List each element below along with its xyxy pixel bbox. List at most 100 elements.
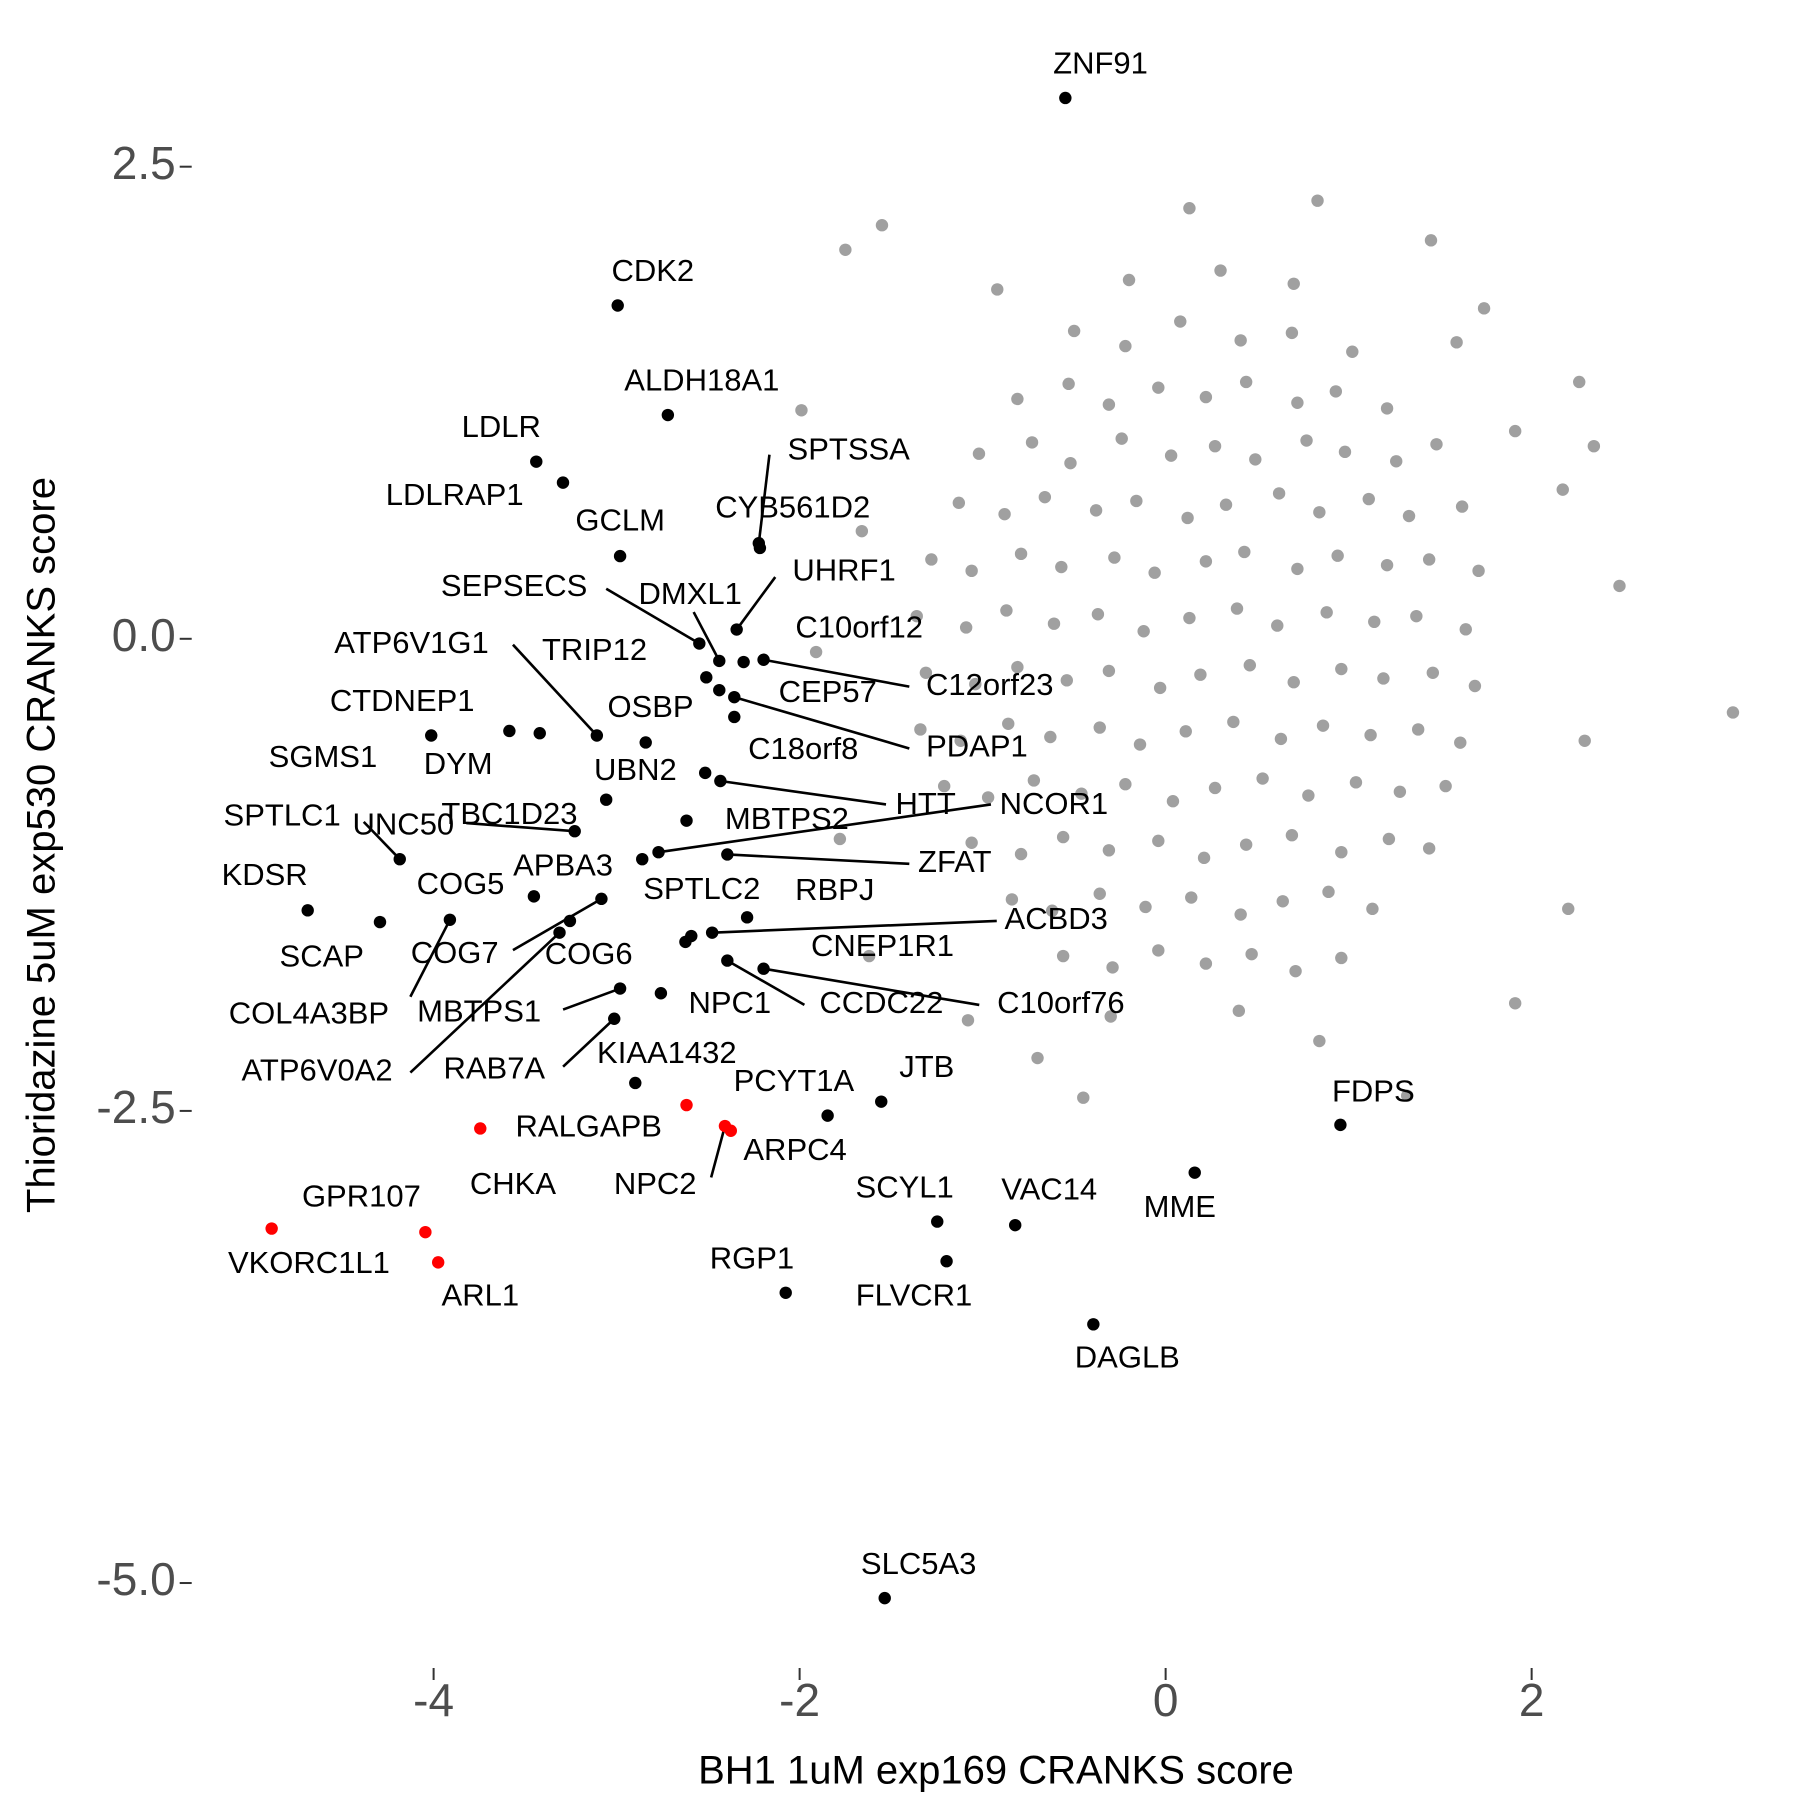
background-point <box>1183 611 1196 625</box>
gene-label: FDPS <box>1332 1074 1415 1109</box>
background-point <box>1320 606 1333 619</box>
background-point <box>1075 787 1088 800</box>
hit-points <box>265 91 1347 1605</box>
background-points <box>795 194 1740 1104</box>
gene-label: COG6 <box>545 936 633 971</box>
background-point <box>862 949 876 963</box>
background-point <box>1587 439 1601 453</box>
leader-line <box>562 987 621 1011</box>
leader-line <box>362 820 401 861</box>
hit-point <box>425 729 438 742</box>
gene-label: C12orf23 <box>926 667 1054 702</box>
gene-label: CEP57 <box>779 674 877 709</box>
background-point <box>1014 547 1028 561</box>
background-point <box>1038 490 1052 504</box>
background-point <box>1411 723 1425 736</box>
background-point <box>1091 608 1105 621</box>
hit-point <box>1059 91 1072 105</box>
gene-label: ZNF91 <box>1053 45 1148 80</box>
hit-point <box>654 987 668 1000</box>
hit-point <box>713 654 726 668</box>
background-point <box>1335 662 1348 676</box>
leader-line <box>466 821 575 833</box>
y-axis-title: Thioridazine 5uM exp530 CRANKS score <box>20 477 64 1213</box>
hit-point <box>373 915 387 929</box>
background-point <box>1726 706 1740 719</box>
hit-point <box>757 653 770 666</box>
y-tick-label: 0.0 <box>112 609 176 661</box>
gene-label: CYB561D2 <box>715 490 870 525</box>
hit-point <box>728 710 741 724</box>
x-axis-title: BH1 1uM exp169 CRANKS score <box>698 1749 1294 1793</box>
background-point <box>1208 439 1222 453</box>
background-point <box>1002 717 1015 730</box>
background-point <box>1133 738 1147 751</box>
background-point <box>1256 772 1269 785</box>
hit-point <box>1087 1318 1100 1331</box>
background-point <box>1322 885 1335 899</box>
hit-point <box>875 1095 888 1108</box>
hit-point <box>393 852 406 866</box>
hit-point <box>713 683 726 697</box>
background-point <box>1313 506 1326 519</box>
gene-label: KDSR <box>222 857 308 892</box>
background-point <box>1377 672 1390 685</box>
background-point <box>1197 851 1211 865</box>
hit-point <box>530 455 543 468</box>
background-point <box>961 1014 975 1027</box>
gene-label: FLVCR1 <box>856 1278 973 1313</box>
hit-point <box>730 623 743 636</box>
hit-point <box>753 541 767 555</box>
background-point <box>1102 844 1116 857</box>
hit-point <box>740 911 754 924</box>
gene-label: OSBP <box>607 689 693 724</box>
background-point <box>1102 398 1116 411</box>
background-point <box>1000 604 1013 617</box>
background-point <box>1393 785 1407 798</box>
background-point <box>1031 1051 1044 1065</box>
leader-line <box>726 959 806 1007</box>
background-point <box>809 645 823 659</box>
background-point <box>1104 1010 1117 1023</box>
leader-line <box>727 853 910 866</box>
hit-point <box>685 929 698 943</box>
background-point <box>965 836 978 849</box>
x-tick-label: 2 <box>1519 1674 1545 1726</box>
hit-point <box>728 690 741 704</box>
background-point <box>1287 277 1300 290</box>
gene-label: PDAP1 <box>926 729 1028 764</box>
background-point <box>1562 902 1575 916</box>
background-point <box>1119 778 1132 791</box>
background-point <box>1108 551 1121 564</box>
gene-label: SGMS1 <box>269 739 378 774</box>
background-point <box>1067 324 1081 338</box>
background-point <box>1422 553 1436 566</box>
gene-label: MBTPS2 <box>725 801 849 836</box>
background-point <box>1152 944 1165 957</box>
gene-label: CNEP1R1 <box>811 928 954 963</box>
background-point <box>1272 487 1286 500</box>
hit-point <box>527 890 541 903</box>
hit-point <box>757 962 770 975</box>
background-point <box>1166 795 1180 808</box>
background-point <box>1062 377 1075 391</box>
leader-line <box>709 1125 727 1178</box>
gene-label: ARPC4 <box>743 1132 846 1167</box>
hit-point <box>608 1012 621 1025</box>
background-point <box>1285 828 1299 842</box>
background-point <box>1400 1089 1414 1103</box>
gene-label: GCLM <box>575 502 665 537</box>
gene-label: ARL1 <box>442 1278 520 1313</box>
background-point <box>1060 674 1074 687</box>
background-point <box>1364 728 1377 742</box>
gene-label: CTDNEP1 <box>330 683 475 718</box>
background-point <box>1238 545 1251 559</box>
background-point <box>919 666 933 679</box>
gene-labels: ZNF91 CDK2 ALDH18A1 LDLR LDLRAP1 GCLM SPTSSA CY… <box>222 45 1415 1580</box>
gene-label: LDLR <box>462 409 541 444</box>
hit-point <box>556 476 570 489</box>
background-point <box>1338 445 1352 459</box>
background-point <box>1380 558 1394 572</box>
background-point <box>1380 402 1394 415</box>
background-point <box>1011 660 1024 674</box>
